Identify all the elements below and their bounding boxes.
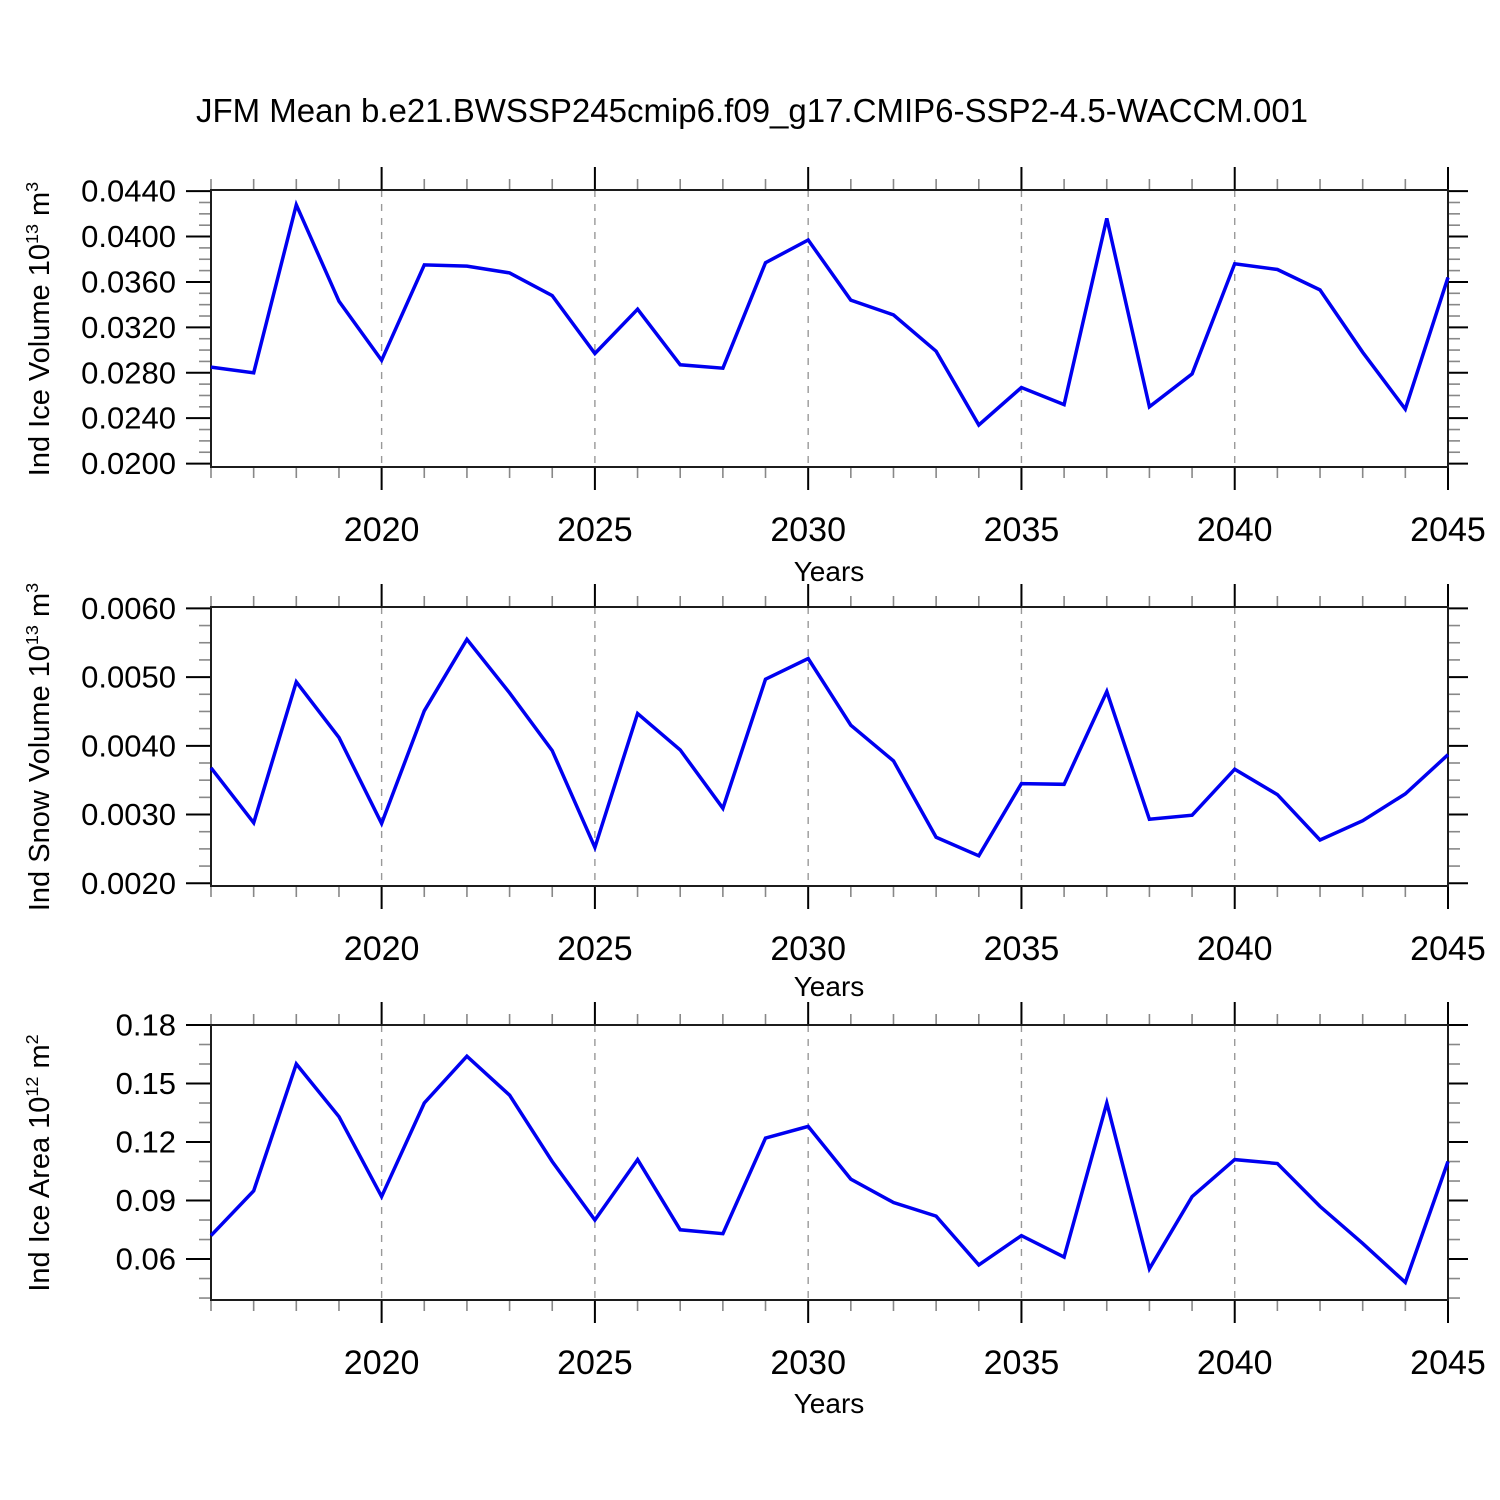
x-tick-label: 2035: [984, 511, 1060, 549]
x-tick-label: 2035: [984, 930, 1060, 968]
superscript: 3: [22, 582, 43, 593]
x-tick-label: 2040: [1197, 511, 1273, 549]
y-tick-label: 0.0360: [81, 264, 176, 299]
x-tick-label: 2025: [557, 1344, 633, 1382]
y-axis-title-ice-area: Ind Ice Area 1012 m2: [17, 883, 63, 1443]
y-tick-label: 0.0280: [81, 355, 176, 390]
y-tick-label: 0.0200: [81, 446, 176, 481]
data-line-ind-ice-volume: [210, 199, 1450, 428]
plot-frame: [210, 189, 1449, 468]
x-tick-label: 2030: [770, 930, 846, 968]
plot-frame: [210, 606, 1449, 887]
y-tick-label: 0.0050: [81, 660, 176, 695]
y-tick-label: 0.0400: [81, 219, 176, 254]
superscript: 13: [22, 224, 43, 245]
y-tick-label: 0.15: [116, 1066, 176, 1101]
x-axis-title-panel-1: Years: [793, 556, 865, 587]
x-tick-label: 2030: [770, 511, 846, 549]
chart-title: JFM Mean b.e21.BWSSP245cmip6.f09_g17.CMI…: [195, 92, 1309, 129]
x-tick-label: 2035: [984, 1344, 1060, 1382]
y-tick-label: 0.0320: [81, 310, 176, 345]
y-axis-title-text: m: [24, 592, 56, 626]
x-tick-label: 2045: [1410, 930, 1486, 968]
y-tick-label: 0.0020: [81, 866, 176, 901]
x-tick-label: 2045: [1410, 1344, 1486, 1382]
x-tick-label: 2025: [557, 930, 633, 968]
y-tick-label: 0.12: [116, 1125, 176, 1160]
y-tick-label: 0.0030: [81, 797, 176, 832]
y-axis-title-text: Ind Ice Volume 10: [24, 244, 56, 477]
y-tick-label: 0.0040: [81, 728, 176, 763]
y-tick-label: 0.0060: [81, 591, 176, 626]
x-axis-title-panel-2: Years: [793, 971, 865, 1002]
data-line-ind-snow-volume: [209, 636, 1450, 859]
y-axis-title-text: m: [24, 1044, 56, 1077]
x-tick-label: 2020: [344, 1344, 420, 1382]
superscript: 2: [22, 1034, 43, 1045]
x-tick-label: 2040: [1197, 1344, 1273, 1382]
y-tick-label: 0.06: [116, 1242, 176, 1277]
x-tick-label: 2045: [1410, 511, 1486, 549]
y-axis-title-text: Ind Snow Volume 10: [24, 645, 56, 912]
y-tick-label: 0.09: [116, 1183, 176, 1218]
y-tick-label: 0.0440: [81, 174, 176, 209]
x-tick-label: 2030: [770, 1344, 846, 1382]
superscript: 3: [22, 181, 43, 192]
x-tick-label: 2025: [557, 511, 633, 549]
x-tick-label: 2020: [344, 930, 420, 968]
y-tick-label: 0.0240: [81, 401, 176, 436]
superscript: 12: [22, 1076, 43, 1097]
y-axis-title-text: m: [24, 191, 56, 225]
x-axis-title-panel-3: Years: [793, 1388, 865, 1419]
data-line-ind-ice-area: [209, 1053, 1450, 1286]
superscript: 13: [22, 625, 43, 646]
x-tick-label: 2020: [344, 511, 420, 549]
x-tick-label: 2040: [1197, 930, 1273, 968]
y-tick-label: 0.18: [116, 1008, 176, 1043]
y-axis-title-text: Ind Ice Area 10: [24, 1096, 56, 1292]
